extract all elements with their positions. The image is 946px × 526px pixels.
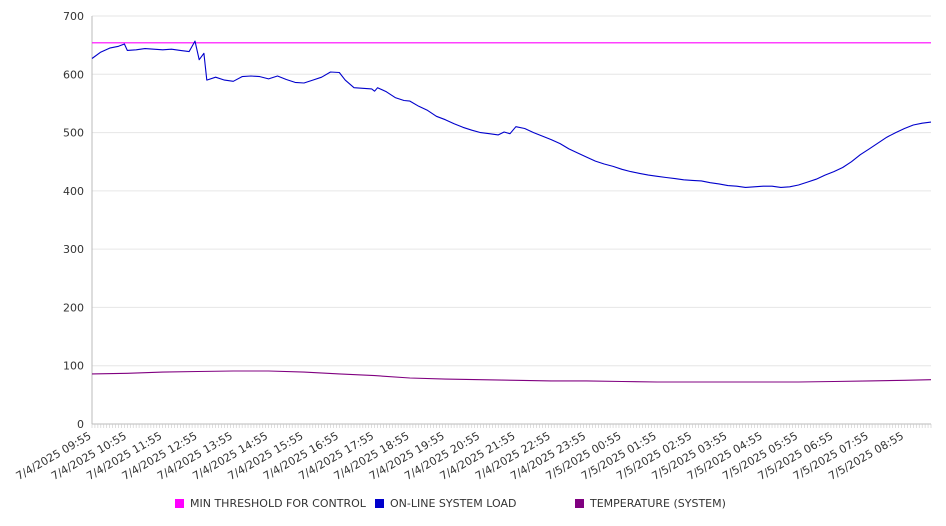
- y-tick-label: 100: [63, 360, 84, 373]
- legend-swatch: [175, 499, 184, 508]
- y-tick-label: 400: [63, 185, 84, 198]
- legend-label: MIN THRESHOLD FOR CONTROL: [190, 497, 366, 510]
- axes: [91, 16, 932, 428]
- y-tick-label: 500: [63, 127, 84, 140]
- series-line-3: [91, 370, 932, 383]
- series-lines: [91, 40, 932, 383]
- legend-swatch: [375, 499, 384, 508]
- gridlines: [92, 15, 931, 425]
- legend-swatch: [575, 499, 584, 508]
- y-tick-label: 700: [63, 10, 84, 23]
- legend-label: TEMPERATURE (SYSTEM): [590, 497, 726, 510]
- legend-item: MIN THRESHOLD FOR CONTROL: [175, 497, 366, 510]
- legend: MIN THRESHOLD FOR CONTROL ON-LINE SYSTEM …: [0, 497, 946, 515]
- line-chart: 7/4/2025 09:557/4/2025 10:557/4/2025 11:…: [14, 10, 932, 483]
- y-tick-label: 200: [63, 301, 84, 314]
- y-tick-label: 0: [77, 418, 84, 431]
- x-tick-labels: 7/4/2025 09:557/4/2025 10:557/4/2025 11:…: [14, 429, 906, 483]
- legend-label: ON-LINE SYSTEM LOAD: [390, 497, 517, 510]
- y-tick-label: 600: [63, 68, 84, 81]
- series-line-2: [91, 40, 932, 188]
- y-tick-labels: 0 100 200 300 400 500 600 700: [63, 10, 84, 431]
- y-tick-label: 300: [63, 243, 84, 256]
- legend-item: TEMPERATURE (SYSTEM): [575, 497, 726, 510]
- legend-item: ON-LINE SYSTEM LOAD: [375, 497, 516, 510]
